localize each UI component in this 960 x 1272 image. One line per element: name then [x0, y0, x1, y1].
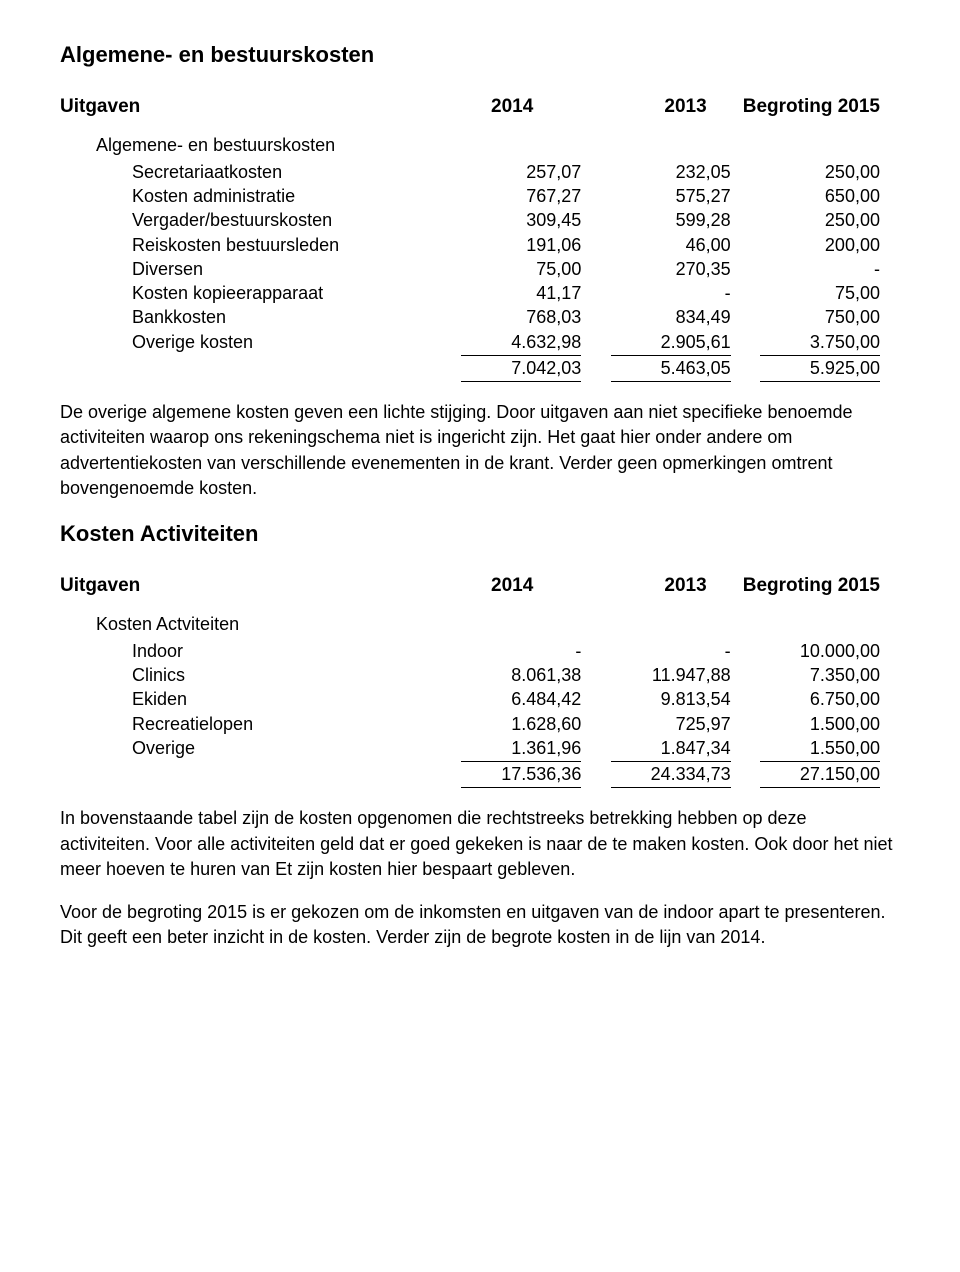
cell: 75,00 [751, 281, 900, 305]
row-label: Kosten administratie [60, 184, 452, 208]
row-label: Indoor [60, 639, 452, 663]
header-2013: 2013 [553, 573, 726, 599]
cell: 575,27 [601, 184, 750, 208]
total-cell: 27.150,00 [751, 762, 900, 788]
cell: 309,45 [452, 208, 601, 232]
table-row: Kosten administratie 767,27 575,27 650,0… [60, 184, 900, 208]
header-uitgaven: Uitgaven [60, 94, 380, 120]
total-cell: 24.334,73 [601, 762, 750, 788]
cell: 257,07 [452, 160, 601, 184]
cell: 599,28 [601, 208, 750, 232]
table-row: Bankkosten 768,03 834,49 750,00 [60, 305, 900, 329]
table-row: Diversen 75,00 270,35 - [60, 257, 900, 281]
row-label: Kosten kopieerapparaat [60, 281, 452, 305]
total-cell: 5.925,00 [751, 356, 900, 382]
cell: - [751, 257, 900, 281]
row-label: Overige [60, 736, 452, 760]
row-label: Secretariaatkosten [60, 160, 452, 184]
cell: 232,05 [601, 160, 750, 184]
cell: 834,49 [601, 305, 750, 329]
table1-subhead: Algemene- en bestuurskosten [60, 133, 900, 157]
cell: 767,27 [452, 184, 601, 208]
cell: 41,17 [452, 281, 601, 305]
table-row: Ekiden 6.484,42 9.813,54 6.750,00 [60, 687, 900, 711]
section1-title: Algemene- en bestuurskosten [60, 40, 900, 70]
table-row: Kosten kopieerapparaat 41,17 - 75,00 [60, 281, 900, 305]
section1-paragraph: De overige algemene kosten geven een lic… [60, 400, 900, 501]
table-row: Overige 1.361,96 1.847,34 1.550,00 [60, 736, 900, 762]
header-uitgaven: Uitgaven [60, 573, 380, 599]
header-begroting: Begroting 2015 [727, 573, 900, 599]
row-label: Clinics [60, 663, 452, 687]
cell: - [601, 281, 750, 305]
section2-title: Kosten Activiteiten [60, 519, 900, 549]
table-kosten-activiteiten: Uitgaven 2014 2013 Begroting 2015 Kosten… [60, 573, 900, 789]
row-label: Diversen [60, 257, 452, 281]
cell: 11.947,88 [601, 663, 750, 687]
header-2013: 2013 [553, 94, 726, 120]
cell: 6.750,00 [751, 687, 900, 711]
cell: 10.000,00 [751, 639, 900, 663]
row-label: Recreatielopen [60, 712, 452, 736]
total-cell: 7.042,03 [452, 356, 601, 382]
table-header-row: Uitgaven 2014 2013 Begroting 2015 [60, 94, 900, 120]
cell: 1.847,34 [601, 736, 750, 762]
table-row: Vergader/bestuurskosten 309,45 599,28 25… [60, 208, 900, 232]
total-cell: 17.536,36 [452, 762, 601, 788]
cell: 46,00 [601, 233, 750, 257]
section2-paragraph1: In bovenstaande tabel zijn de kosten opg… [60, 806, 900, 882]
cell: - [452, 639, 601, 663]
cell: 1.500,00 [751, 712, 900, 736]
table-row: Reiskosten bestuursleden 191,06 46,00 20… [60, 233, 900, 257]
cell: 200,00 [751, 233, 900, 257]
header-2014: 2014 [380, 94, 553, 120]
table-row: Secretariaatkosten 257,07 232,05 250,00 [60, 160, 900, 184]
cell: 6.484,42 [452, 687, 601, 711]
cell: 750,00 [751, 305, 900, 329]
cell: 768,03 [452, 305, 601, 329]
cell: 3.750,00 [751, 330, 900, 356]
row-label: Bankkosten [60, 305, 452, 329]
table2-subhead: Kosten Actviteiten [60, 612, 900, 636]
cell: 8.061,38 [452, 663, 601, 687]
cell: 270,35 [601, 257, 750, 281]
table-total-row: 17.536,36 24.334,73 27.150,00 [60, 762, 900, 788]
cell: 650,00 [751, 184, 900, 208]
header-2014: 2014 [380, 573, 553, 599]
cell: 1.361,96 [452, 736, 601, 762]
cell: 250,00 [751, 208, 900, 232]
cell: 191,06 [452, 233, 601, 257]
cell: 1.628,60 [452, 712, 601, 736]
cell: 75,00 [452, 257, 601, 281]
header-begroting: Begroting 2015 [727, 94, 900, 120]
row-label: Ekiden [60, 687, 452, 711]
table-row: Indoor - - 10.000,00 [60, 639, 900, 663]
cell: 4.632,98 [452, 330, 601, 356]
cell: - [601, 639, 750, 663]
table-row: Recreatielopen 1.628,60 725,97 1.500,00 [60, 712, 900, 736]
cell: 725,97 [601, 712, 750, 736]
cell: 250,00 [751, 160, 900, 184]
cell: 9.813,54 [601, 687, 750, 711]
cell: 1.550,00 [751, 736, 900, 762]
table-total-row: 7.042,03 5.463,05 5.925,00 [60, 356, 900, 382]
table-header-row: Uitgaven 2014 2013 Begroting 2015 [60, 573, 900, 599]
row-label: Vergader/bestuurskosten [60, 208, 452, 232]
total-cell: 5.463,05 [601, 356, 750, 382]
table-row: Clinics 8.061,38 11.947,88 7.350,00 [60, 663, 900, 687]
table-algemene-kosten: Uitgaven 2014 2013 Begroting 2015 Algeme… [60, 94, 900, 383]
cell: 7.350,00 [751, 663, 900, 687]
table-row: Overige kosten 4.632,98 2.905,61 3.750,0… [60, 330, 900, 356]
section2-paragraph2: Voor de begroting 2015 is er gekozen om … [60, 900, 900, 950]
row-label: Overige kosten [60, 330, 452, 354]
cell: 2.905,61 [601, 330, 750, 356]
row-label: Reiskosten bestuursleden [60, 233, 452, 257]
